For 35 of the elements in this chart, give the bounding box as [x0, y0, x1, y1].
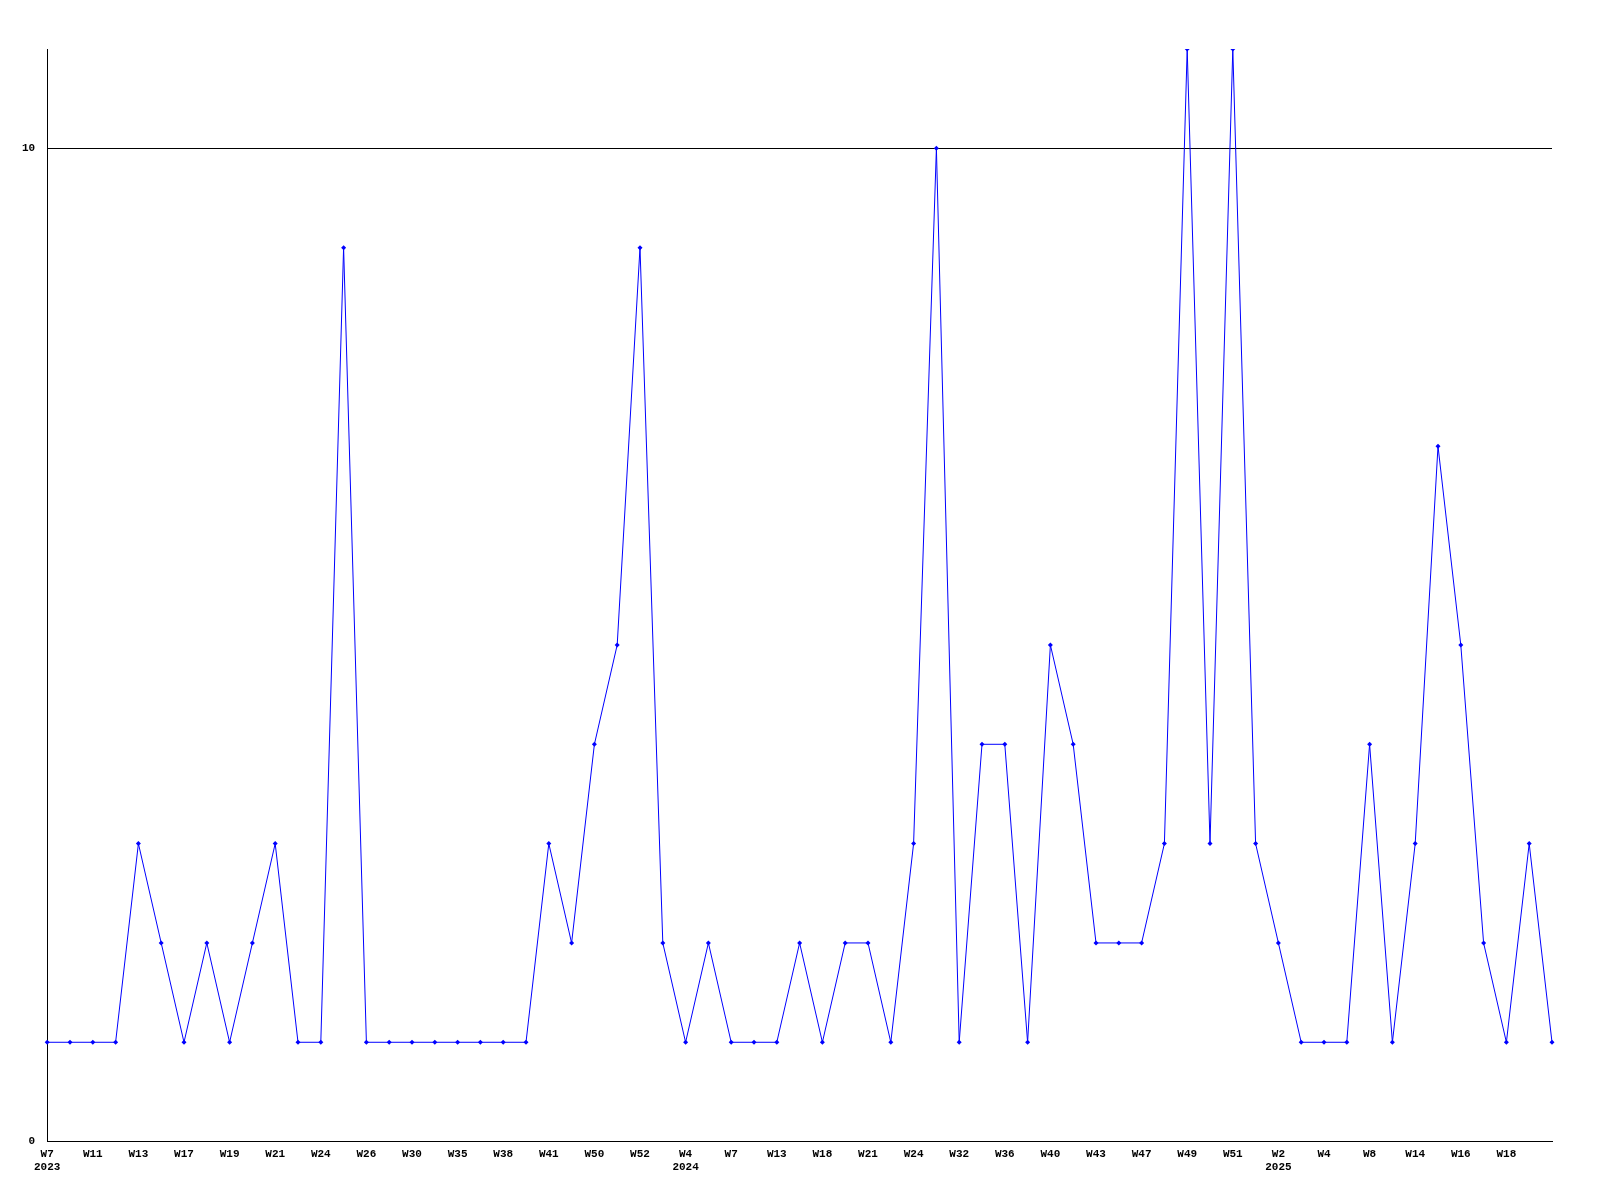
x-tick-label: W19: [219, 1147, 240, 1160]
x-tick-label: W47: [1131, 1147, 1152, 1160]
x-tick-label: W13: [128, 1147, 149, 1160]
x-tick-label: W36: [994, 1147, 1015, 1160]
y-tick-label: 0: [28, 1135, 36, 1148]
x-tick-label: W2 2025: [1265, 1147, 1292, 1174]
x-tick-label: W50: [584, 1147, 605, 1160]
x-tick-label: W41: [538, 1147, 560, 1160]
x-tick-label: W24: [903, 1147, 924, 1160]
x-tick-label: W35: [447, 1147, 468, 1160]
x-tick-label: W18: [812, 1147, 833, 1160]
x-tick-label: W51: [1222, 1147, 1244, 1160]
x-tick-label: W8: [1363, 1147, 1377, 1160]
x-tick-label: W11: [82, 1147, 104, 1160]
x-tick-label: W21: [858, 1147, 879, 1160]
x-tick-label: W7: [724, 1147, 738, 1160]
x-tick-label: W26: [356, 1147, 377, 1160]
x-tick-label: W49: [1177, 1147, 1198, 1160]
x-tick-label: W32: [949, 1147, 970, 1160]
y-tick-label: 10: [22, 142, 36, 155]
x-tick-label: W38: [493, 1147, 514, 1160]
x-tick-label: W40: [1040, 1147, 1061, 1160]
x-tick-label: W18: [1496, 1147, 1517, 1160]
x-tick-label: W4 2024: [672, 1147, 700, 1174]
x-tick-label: W52: [630, 1147, 650, 1160]
x-tick-label: W13: [766, 1147, 788, 1160]
x-tick-label: W17: [174, 1147, 194, 1160]
x-tick-label: W7 2023: [34, 1147, 61, 1174]
x-tick-label: W43: [1086, 1147, 1107, 1160]
x-tick-label: W21: [265, 1147, 286, 1160]
x-tick-label: W14: [1405, 1147, 1426, 1160]
x-tick-label: W24: [310, 1147, 332, 1160]
x-tick-label: W16: [1450, 1147, 1471, 1160]
x-tick-label: W30: [402, 1147, 422, 1160]
x-tick-label: W4: [1317, 1147, 1331, 1160]
